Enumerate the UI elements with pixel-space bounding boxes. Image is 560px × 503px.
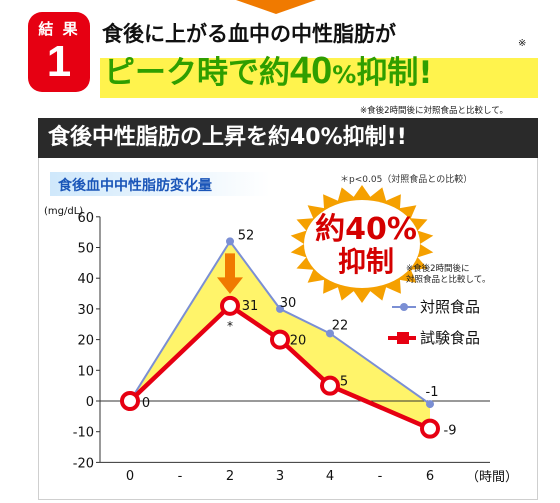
control-point <box>426 400 434 409</box>
control-point <box>276 304 284 313</box>
y-tick-label: 10 <box>77 364 94 379</box>
y-tick-label: 50 <box>77 242 94 257</box>
claim-asterisk: ※ <box>518 38 527 49</box>
control-data-label: 30 <box>280 296 297 311</box>
chart-subtitle: 食後血中中性脂肪変化量 <box>58 178 212 194</box>
y-tick-label: 60 <box>77 211 94 226</box>
burst-center <box>304 200 420 288</box>
x-tick-label: 2 <box>226 469 234 484</box>
arrow-down-icon <box>217 277 243 294</box>
y-axis-unit: (mg/dL) <box>44 206 84 217</box>
burst-note-line1: ※食後2時間後に <box>406 264 470 274</box>
test-data-label: 31 <box>242 299 259 314</box>
header-note: ※食後2時間後に対照食品と比較して。 <box>360 106 509 116</box>
control-point <box>226 237 234 246</box>
test-point <box>120 391 140 411</box>
x-tick-label: 3 <box>276 469 284 484</box>
x-tick-label: - <box>378 469 383 484</box>
headline: 食後に上がる血中の中性脂肪が <box>102 22 396 46</box>
control-point <box>326 329 334 338</box>
burst-note-line2: 対照食品と比較して。 <box>406 275 491 285</box>
control-data-label: -1 <box>426 385 439 400</box>
y-tick-label: 30 <box>77 303 94 318</box>
y-tick-label: 20 <box>77 334 94 349</box>
y-tick-label: 40 <box>77 272 94 287</box>
burst-text: 約40% 抑制 <box>296 214 436 278</box>
burst-line2: 抑制 <box>337 245 394 278</box>
burst-line1: 約40% <box>315 212 417 247</box>
result-number: 1 <box>46 37 72 86</box>
y-tick-label: 0 <box>86 395 94 410</box>
legend-test-label: 試験食品 <box>420 329 480 347</box>
highlight-band <box>100 58 538 98</box>
result-label: 結 果 <box>38 20 80 38</box>
x-tick-label: 0 <box>126 469 134 484</box>
claim-percent: % <box>332 61 357 89</box>
legend-test-marker <box>397 332 409 344</box>
control-data-label: 22 <box>332 318 349 333</box>
test-data-label: -9 <box>444 424 457 439</box>
test-data-label: 0 <box>142 396 150 411</box>
legend-control-label: 対照食品 <box>420 298 480 316</box>
test-data-label: 5 <box>340 375 348 390</box>
test-point <box>320 375 340 396</box>
y-tick-label: -10 <box>73 426 94 441</box>
legend-control-marker <box>400 303 408 311</box>
burst-note: ※食後2時間後に 対照食品と比較して。 <box>406 264 491 286</box>
test-point <box>420 418 440 439</box>
test-point <box>270 329 290 350</box>
claim-number: 40 <box>290 50 333 92</box>
arrow-shaft <box>225 253 235 280</box>
panel-title: 食後中性脂肪の上昇を約40%抑制!! <box>38 118 538 158</box>
significance-note: ＊p<0.05（対照食品との比較） <box>340 175 473 185</box>
control-data-label: 52 <box>238 228 255 243</box>
y-tick-label: -20 <box>73 456 94 471</box>
big-claim: ピーク時で約40%抑制! <box>104 48 432 98</box>
test-data-label: 20 <box>290 334 307 349</box>
test-point <box>220 295 240 316</box>
x-tick-label: - <box>178 469 183 484</box>
claim-part2: 抑制! <box>356 55 433 91</box>
top-arrow-icon <box>236 0 316 14</box>
x-tick-label: 6 <box>426 469 434 484</box>
significance-mark: * <box>227 319 233 333</box>
result-badge: 結 果 1 <box>28 12 90 92</box>
x-tick-label: 4 <box>326 469 334 484</box>
claim-part1: ピーク時で約 <box>104 55 290 91</box>
x-axis-unit: （時間） <box>466 470 519 485</box>
subtitle-bar <box>50 172 270 196</box>
